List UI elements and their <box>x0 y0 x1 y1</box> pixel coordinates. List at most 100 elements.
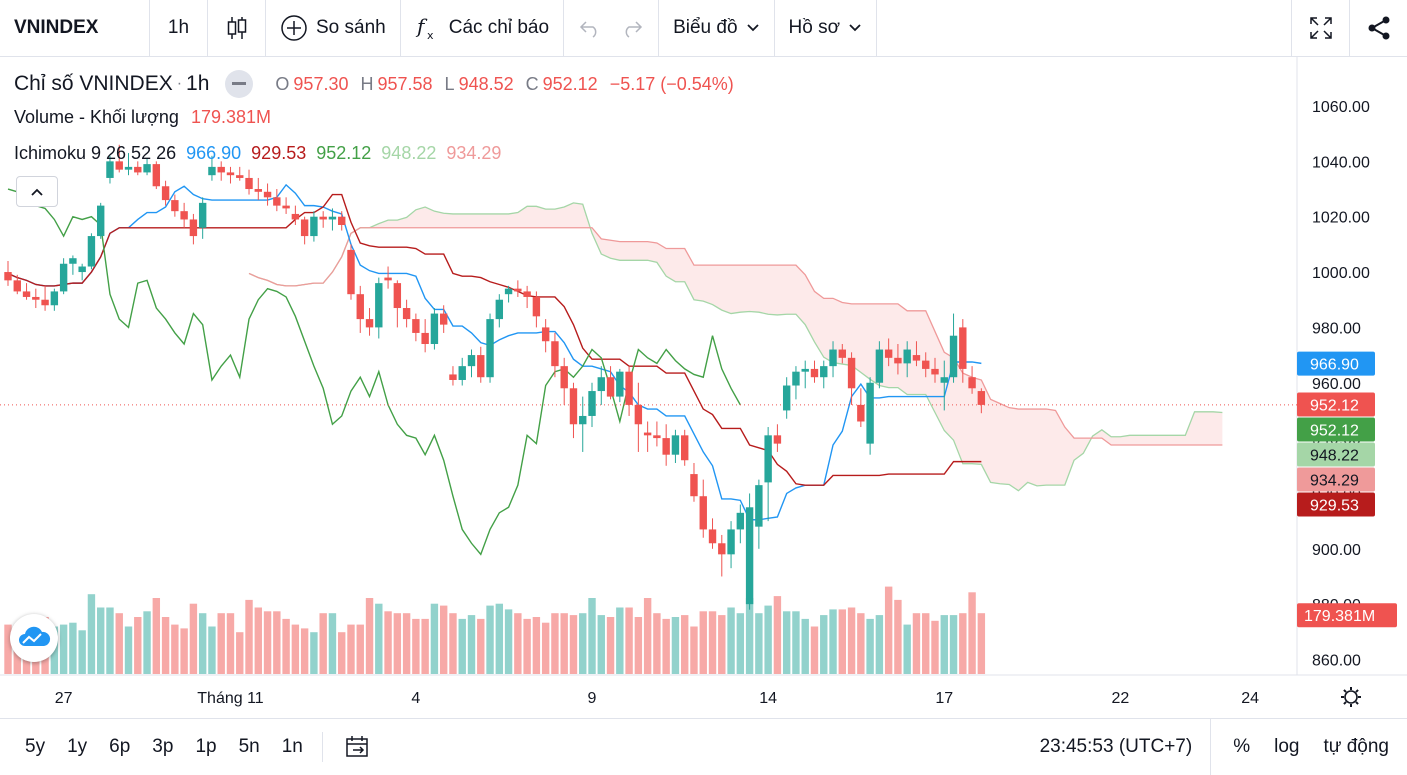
auto-scale-toggle[interactable]: tự động <box>1323 736 1389 757</box>
candle-body <box>217 166 225 173</box>
timezone-clock[interactable]: 23:45:53 (UTC+7) <box>1028 719 1212 775</box>
volume-bar <box>736 613 745 674</box>
minus-icon <box>232 82 247 85</box>
candle-body <box>977 391 986 405</box>
candle-body <box>467 355 476 367</box>
price-label-text: 966.90 <box>1310 357 1359 374</box>
legend-collapse-button[interactable] <box>16 176 58 207</box>
ichimoku-span-b-value: 934.29 <box>446 143 502 163</box>
candle-body <box>736 512 745 530</box>
log-toggle[interactable]: log <box>1274 736 1300 757</box>
undo-icon[interactable] <box>578 18 602 38</box>
volume-bar <box>393 613 402 674</box>
volume-bar <box>143 611 151 674</box>
chart-type-label: Biểu đồ <box>673 17 738 38</box>
symbol-search[interactable]: VNINDEX <box>0 0 150 56</box>
candle-body <box>198 202 207 228</box>
compare-button[interactable]: So sánh <box>266 0 401 56</box>
candle-body <box>801 368 809 372</box>
candle-body <box>208 166 216 176</box>
percent-toggle[interactable]: % <box>1233 736 1251 757</box>
price-tick-label: 980.00 <box>1312 320 1361 337</box>
volume-bar <box>356 624 364 674</box>
function-icon: f x <box>415 14 434 42</box>
volume-bar <box>375 603 383 674</box>
candle-body <box>69 258 77 264</box>
candle-body <box>412 319 420 333</box>
candle-body <box>171 200 179 212</box>
volume-price-label <box>1297 603 1397 628</box>
volume-bar <box>226 613 235 674</box>
candle-body <box>41 299 49 306</box>
candle-body <box>421 332 429 345</box>
candle-body <box>226 172 235 176</box>
top-toolbar: VNINDEX 1h So sánh f x Các chỉ báo <box>0 0 1407 57</box>
change-value: −5.17 (−0.54%) <box>609 73 734 94</box>
volume-bar <box>801 618 809 674</box>
volume-bar <box>708 611 717 674</box>
volume-bar <box>597 615 605 674</box>
candle-body <box>189 219 198 237</box>
time-axis[interactable]: 27 Tháng 11 4 9 14 17 22 24 <box>55 687 1361 707</box>
price-tick-label: 860.00 <box>1312 653 1361 670</box>
chart-style-button[interactable] <box>208 0 266 56</box>
redo-icon[interactable] <box>620 18 644 38</box>
go-to-date-button[interactable] <box>331 735 385 759</box>
price-tick-label: 1020.00 <box>1312 210 1370 227</box>
candle-body <box>579 415 587 425</box>
volume-bar <box>467 615 476 674</box>
candlesticks <box>4 144 986 610</box>
indicators-button[interactable]: f x Các chỉ báo <box>401 0 565 56</box>
profile-dropdown[interactable]: Hồ sơ <box>775 0 878 56</box>
candle-body <box>504 288 513 295</box>
candle-body <box>718 543 726 555</box>
volume-bar <box>579 613 587 674</box>
settings-gear-icon[interactable] <box>1341 687 1361 707</box>
candle-body <box>857 404 865 422</box>
volume-bar <box>782 611 791 674</box>
price-label-conversion <box>1297 351 1375 376</box>
candle-body <box>347 249 355 295</box>
chevron-down-icon <box>746 24 759 32</box>
candle-body <box>922 360 930 369</box>
range-button-6p[interactable]: 6p <box>109 736 131 757</box>
chart-type-dropdown[interactable]: Biểu đồ <box>659 0 775 56</box>
range-button-1p[interactable]: 1p <box>195 736 217 757</box>
range-button-3p[interactable]: 3p <box>152 736 174 757</box>
volume-bar <box>847 607 856 674</box>
volume-bar <box>634 617 643 674</box>
fullscreen-button[interactable] <box>1291 0 1349 56</box>
candle-body <box>671 435 680 455</box>
separator <box>321 732 323 762</box>
candle-body <box>486 319 494 378</box>
legend-hide-button[interactable] <box>225 70 254 98</box>
candle-body <box>143 164 151 173</box>
volume-bar <box>402 613 411 674</box>
interval-label: 1h <box>167 17 190 38</box>
legend-title: Chỉ số VNINDEX <box>14 72 173 95</box>
high-value: 957.58 <box>377 73 433 94</box>
volume-bar <box>171 624 179 674</box>
ichimoku-lines <box>0 183 1297 556</box>
candle-body <box>495 299 504 320</box>
interval-button[interactable]: 1h <box>150 0 208 56</box>
candle-body <box>245 177 253 190</box>
range-button-1n[interactable]: 1n <box>281 736 303 757</box>
volume-bar <box>792 611 800 674</box>
share-button[interactable] <box>1349 0 1407 56</box>
candle-body <box>625 371 633 405</box>
time-tick-label: 4 <box>411 690 420 707</box>
range-button-5y[interactable]: 5y <box>25 736 46 757</box>
range-button-5n[interactable]: 5n <box>238 736 260 757</box>
tradingview-logo-button[interactable] <box>10 614 58 662</box>
volume-bar <box>931 620 939 674</box>
volume-bar <box>569 615 578 674</box>
candle-body <box>912 355 921 361</box>
price-tick-label: 1040.00 <box>1312 154 1370 171</box>
candle-body <box>606 377 615 397</box>
range-button-1y[interactable]: 1y <box>67 736 88 757</box>
symbol-label: VNINDEX <box>14 17 99 38</box>
price-chart[interactable]: 1060.00 1040.00 1020.00 1000.00 980.00 960.00… <box>0 57 1407 718</box>
volume-bar <box>922 613 930 674</box>
candle-body <box>282 205 290 209</box>
